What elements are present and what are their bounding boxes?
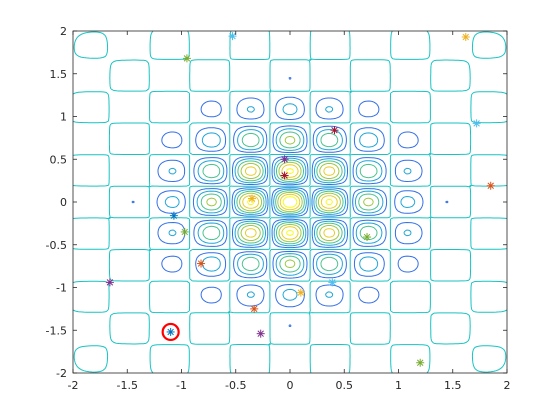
y-tick-label-7: 1.5 (50, 68, 68, 81)
contour-level-10 (206, 135, 374, 269)
marker-point-16 (250, 304, 259, 313)
marker-point-5 (280, 155, 289, 164)
contour-level-3 (202, 132, 378, 272)
marker-point-17 (166, 327, 175, 336)
contour-level-12 (282, 196, 298, 208)
contour-level-7 (131, 76, 449, 328)
contour-level-6 (72, 30, 508, 374)
marker-point-3 (472, 119, 481, 128)
contour-level-4 (164, 103, 416, 301)
x-tick-label-0: -2 (68, 379, 79, 392)
x-tick-label-6: 1 (395, 379, 402, 392)
contour-level-8 (168, 106, 412, 298)
x-tick-label-8: 2 (504, 379, 511, 392)
marker-point-11 (363, 233, 372, 242)
y-tick-label-2: -1 (56, 282, 67, 295)
marker-point-19 (416, 358, 425, 367)
x-tick-label-7: 1.5 (444, 379, 462, 392)
y-tick-label-1: -1.5 (46, 324, 67, 337)
marker-point-0 (228, 32, 237, 41)
data-markers (105, 32, 495, 367)
contour-level-9 (200, 131, 380, 273)
x-tick-label-5: 0.5 (336, 379, 354, 392)
x-tick-label-1: -1.5 (117, 379, 138, 392)
axes-background (73, 31, 507, 373)
y-tick-label-3: -0.5 (46, 239, 67, 252)
contour-lines (72, 30, 508, 374)
y-tick-label-0: -2 (56, 367, 67, 380)
x-tick-label-2: -1 (176, 379, 187, 392)
contour-level-11 (245, 166, 335, 238)
highlight-circle (161, 322, 180, 342)
contour-level-5 (156, 96, 424, 308)
y-axis-ticks: -2 -1.5 -1 -0.5 0 0.5 1 1.5 2 (46, 25, 507, 380)
marker-point-15 (296, 288, 305, 297)
contour-level-2 (239, 161, 341, 243)
marker-point-9 (169, 211, 178, 220)
marker-point-1 (461, 32, 470, 41)
y-tick-label-5: 0.5 (50, 153, 68, 166)
y-tick-label-4: 0 (60, 196, 67, 209)
marker-point-7 (486, 181, 495, 190)
x-tick-label-4: 0 (287, 379, 294, 392)
marker-point-4 (330, 126, 339, 135)
marker-point-12 (197, 259, 206, 268)
x-axis-ticks: -2 -1.5 -1 -0.5 0 0.5 1 1.5 2 (68, 31, 511, 392)
marker-point-8 (248, 194, 257, 203)
marker-point-6 (280, 171, 289, 180)
highlight-ring (161, 322, 180, 342)
contour-level-1 (242, 164, 338, 240)
y-tick-label-6: 1 (60, 111, 67, 124)
marker-point-13 (105, 278, 114, 287)
x-tick-label-3: -0.5 (225, 379, 246, 392)
y-tick-label-8: 2 (60, 25, 67, 38)
marker-point-18 (256, 329, 265, 338)
marker-point-2 (182, 54, 191, 63)
marker-point-14 (328, 278, 337, 287)
marker-point-10 (180, 227, 189, 236)
